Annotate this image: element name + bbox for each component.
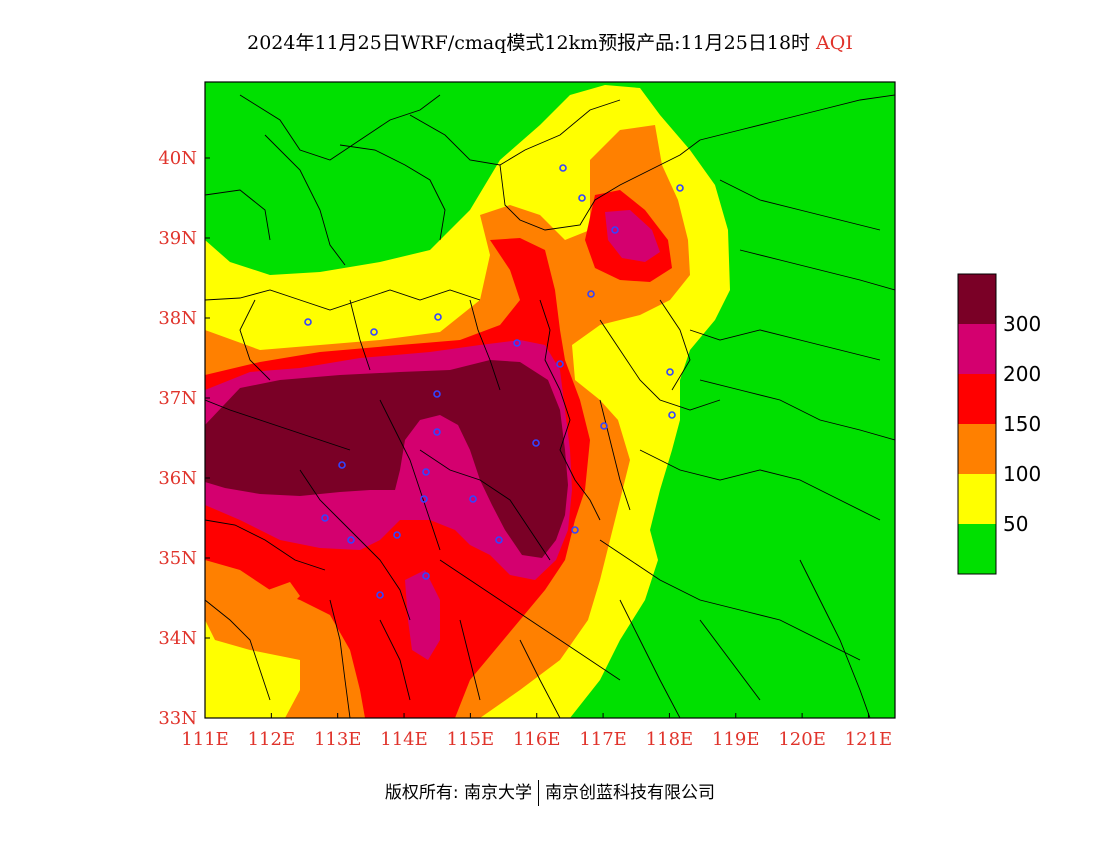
- x-tick-label: 111E: [181, 729, 229, 750]
- x-tick-label: 112E: [248, 729, 296, 750]
- level-hazardous-region: [205, 360, 568, 558]
- longitude-axis: 111E 112E 113E 114E 115E 116E 117E 118E 119E 120E…: [181, 713, 892, 750]
- y-tick-label: 37N: [158, 388, 197, 409]
- x-tick-label: 114E: [380, 729, 428, 750]
- y-tick-label: 35N: [158, 548, 197, 569]
- city-markers: [304, 164, 684, 599]
- footer-separator: [538, 780, 540, 806]
- boundary-lines: [205, 94, 895, 718]
- copyright-left: 版权所有: 南京大学: [384, 783, 533, 803]
- x-tick-label: 118E: [646, 729, 694, 750]
- y-tick-label: 39N: [158, 228, 197, 249]
- legend-swatch: [958, 374, 996, 424]
- legend-label: 100: [1003, 462, 1041, 486]
- latitude-axis: 33N 34N 35N 36N 37N 38N 39N 40N: [158, 148, 210, 729]
- aqi-contour-field: [205, 82, 895, 718]
- legend-label: 200: [1003, 362, 1041, 386]
- title-variable: AQI: [816, 32, 853, 54]
- x-tick-label: 121E: [845, 729, 893, 750]
- legend-swatch: [958, 524, 996, 574]
- x-tick-label: 115E: [447, 729, 495, 750]
- x-tick-label: 113E: [314, 729, 362, 750]
- x-tick-label: 117E: [579, 729, 627, 750]
- aqi-legend: 300 200 150 100 50: [957, 273, 1041, 575]
- y-tick-label: 36N: [158, 468, 197, 489]
- legend-label: 150: [1003, 412, 1041, 436]
- legend-swatch: [958, 324, 996, 374]
- y-tick-label: 34N: [158, 628, 197, 649]
- legend-frame: [957, 273, 997, 575]
- x-tick-label: 120E: [778, 729, 826, 750]
- legend-swatch: [958, 424, 996, 474]
- x-tick-label: 119E: [712, 729, 760, 750]
- y-tick-label: 40N: [158, 148, 197, 169]
- legend-swatch: [958, 474, 996, 524]
- level-very-unhealthy-south: [405, 570, 440, 660]
- level-very-unhealthy-north: [605, 210, 660, 262]
- level-usg-patch-west: [268, 582, 300, 606]
- y-tick-label: 33N: [158, 708, 197, 729]
- y-tick-label: 38N: [158, 308, 197, 329]
- copyright-footer: 版权所有: 南京大学 南京创蓝科技有限公司: [0, 778, 1100, 806]
- title-text: 2024年11月25日WRF/cmaq模式12km预报产品:11月25日18时: [247, 32, 811, 54]
- map-frame: [204, 81, 896, 719]
- copyright-right: 南京创蓝科技有限公司: [545, 783, 716, 803]
- map-title: 2024年11月25日WRF/cmaq模式12km预报产品:11月25日18时 A…: [0, 28, 1100, 55]
- x-tick-label: 116E: [513, 729, 561, 750]
- legend-label: 300: [1003, 312, 1041, 336]
- legend-swatch: [958, 274, 996, 324]
- legend-label: 50: [1003, 512, 1028, 536]
